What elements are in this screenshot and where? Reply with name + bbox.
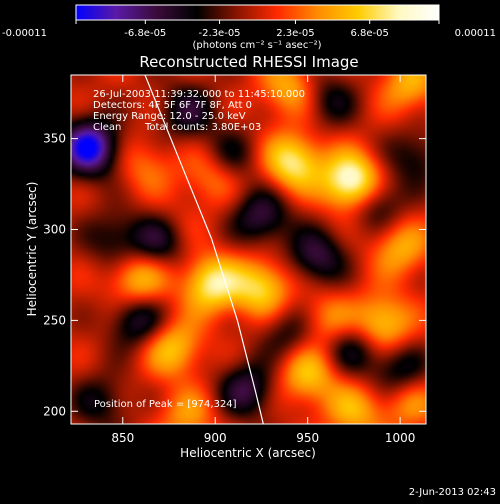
colorbar-ticks: -0.00011 -6.8e-05 -2.3e-05 2.3e-05 6.8e-05 0.… [2,20,496,39]
colorbar-tick-label: 2.3e-05 [276,28,314,39]
info-energy-range: Energy Range: 12.0 - 25.0 keV [93,111,246,122]
colorbar-tick-label: -2.3e-05 [199,28,241,39]
solar-limb-curve [144,75,264,424]
x-axis-label: Heliocentric X (arcsec) [180,446,316,460]
info-time-range: 26-Jul-2003 11:39:32.000 to 11:45:10.000 [93,89,305,100]
colorbar-unit-label: (photons cm⁻² s⁻¹ asec⁻²) [192,40,321,51]
y-tick-label: 300 [43,223,66,237]
y-axis-ticks: 200 250 300 350 [43,132,426,418]
plot-frame [70,74,427,425]
observation-info: 26-Jul-2003 11:39:32.000 to 11:45:10.000… [93,89,305,133]
colorbar-tick-label: 6.8e-05 [351,28,389,39]
x-tick-label: 1000 [385,431,416,445]
x-tick-label: 850 [111,431,134,445]
colorbar-tick-label: 0.00011 [455,28,496,39]
colorbar-tick-label: -6.8e-05 [124,28,166,39]
info-method: Clean [93,122,121,133]
y-tick-label: 350 [43,132,66,146]
colorbar-tick-label: -0.00011 [2,28,47,39]
info-total-counts: Total counts: 3.80E+03 [144,122,261,133]
y-axis-label: Heliocentric Y (arcsec) [25,182,39,317]
y-tick-label: 200 [43,404,66,418]
colorbar [75,4,440,21]
peak-position-label: Position of Peak = [974,324] [94,399,237,410]
y-tick-label: 250 [43,313,66,327]
info-detectors: Detectors: 4F 5F 6F 7F 8F, Att 0 [93,100,252,111]
x-axis-ticks: 850 900 950 1000 [111,75,415,445]
footer-date: 2-Jun-2013 02:43 [409,487,496,498]
x-tick-label: 900 [204,431,227,445]
x-tick-label: 950 [296,431,319,445]
chart-title: Reconstructed RHESSI Image [139,53,358,71]
